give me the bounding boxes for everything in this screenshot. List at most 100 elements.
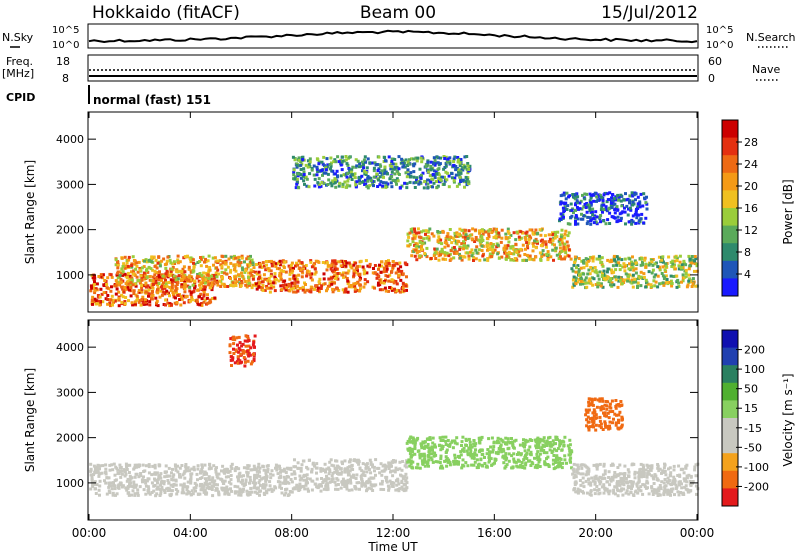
heatmap-cell	[348, 184, 352, 188]
heatmap-cell	[165, 470, 168, 474]
heatmap-cell	[185, 469, 189, 473]
heatmap-cell	[440, 447, 444, 451]
heatmap-cell	[539, 244, 543, 247]
heatmap-cell	[133, 300, 137, 304]
heatmap-cell	[511, 442, 515, 446]
heatmap-cell	[366, 264, 370, 268]
heatmap-cell	[562, 247, 566, 251]
heatmap-cell	[113, 487, 117, 491]
heatmap-cell	[230, 489, 233, 493]
heatmap-cell	[544, 441, 548, 445]
heatmap-cell	[168, 258, 172, 262]
heatmap-cell	[674, 255, 678, 259]
heatmap-cell	[570, 466, 574, 470]
heatmap-cell	[499, 240, 503, 244]
heatmap-cell	[661, 255, 665, 259]
heatmap-cell	[94, 487, 97, 491]
heatmap-cell	[433, 247, 437, 251]
heatmap-cell	[468, 440, 472, 444]
heatmap-cell	[466, 164, 470, 168]
heatmap-cell	[666, 492, 670, 496]
heatmap-cell	[94, 302, 98, 306]
heatmap-cell	[509, 234, 513, 237]
heatmap-cell	[569, 456, 573, 460]
heatmap-cell	[94, 287, 98, 291]
heatmap-cell	[155, 492, 159, 496]
heatmap-cell	[462, 464, 466, 468]
heatmap-cell	[599, 220, 602, 224]
heatmap-cell	[504, 452, 508, 456]
heatmap-cell	[226, 491, 230, 495]
heatmap-cell	[465, 167, 469, 171]
heatmap-cell	[229, 261, 233, 265]
heatmap-cell	[277, 279, 281, 283]
heatmap-cell	[189, 293, 193, 296]
heatmap-cell	[215, 466, 218, 470]
heatmap-cell	[363, 183, 367, 186]
heatmap-cell	[93, 480, 97, 484]
heatmap-cell	[350, 168, 354, 172]
heatmap-cell	[129, 294, 133, 298]
heatmap-cell	[456, 160, 460, 164]
heatmap-cell	[426, 185, 430, 189]
heatmap-cell	[111, 303, 114, 307]
heatmap-cell	[239, 261, 243, 264]
heatmap-cell	[234, 281, 237, 285]
heatmap-cell	[126, 271, 130, 275]
heatmap-cell	[643, 485, 647, 489]
heatmap-cell	[159, 483, 163, 487]
heatmap-cell	[138, 281, 142, 285]
heatmap-cell	[470, 445, 474, 449]
heatmap-cell	[372, 180, 376, 184]
heatmap-cell	[577, 278, 581, 281]
heatmap-cell	[647, 270, 651, 274]
heatmap-cell	[551, 462, 555, 466]
heatmap-cell	[277, 464, 281, 468]
heatmap-cell	[517, 235, 521, 239]
heatmap-cell	[116, 468, 120, 472]
heatmap-cell	[481, 254, 485, 258]
heatmap-cell	[361, 472, 365, 476]
heatmap-cell	[475, 245, 479, 249]
heatmap-cell	[245, 489, 249, 493]
heatmap-cell	[121, 270, 125, 274]
heatmap-cell	[372, 166, 376, 170]
heatmap-cell	[313, 464, 317, 468]
heatmap-cell	[443, 179, 447, 183]
heatmap-cell	[278, 467, 282, 470]
heatmap-cell	[430, 445, 434, 449]
heatmap-cell	[391, 162, 395, 166]
heatmap-cell	[282, 475, 286, 479]
heatmap-cell	[507, 250, 511, 254]
heatmap-cell	[645, 463, 649, 467]
heatmap-cell	[133, 475, 137, 479]
heatmap-cell	[174, 488, 178, 491]
heatmap-cell	[199, 258, 203, 262]
heatmap-cell	[453, 234, 457, 238]
heatmap-cell	[221, 261, 225, 265]
heatmap-cell	[656, 265, 660, 269]
heatmap-cell	[178, 475, 182, 479]
heatmap-cell	[125, 276, 129, 280]
colorbar-swatch	[722, 137, 738, 156]
heatmap-cell	[214, 273, 218, 277]
cpid-value: normal (fast) 151	[93, 93, 211, 107]
heatmap-cell	[413, 230, 417, 234]
heatmap-cell	[433, 251, 437, 255]
heatmap-cell	[123, 285, 127, 289]
heatmap-cell	[347, 488, 351, 492]
heatmap-cell	[462, 247, 465, 251]
heatmap-cell	[529, 236, 533, 240]
heatmap-cell	[238, 277, 241, 281]
heatmap-cell	[460, 440, 464, 444]
heatmap-cell	[433, 176, 437, 180]
colorbar-swatch	[722, 208, 738, 227]
heatmap-cell	[435, 155, 439, 159]
heatmap-cell	[405, 186, 409, 190]
heatmap-cell	[609, 463, 613, 467]
heatmap-cell	[409, 455, 413, 459]
heatmap-cell	[145, 479, 149, 483]
heatmap-cell	[398, 467, 402, 471]
heatmap-cell	[394, 466, 398, 470]
heatmap-cell	[600, 256, 604, 260]
